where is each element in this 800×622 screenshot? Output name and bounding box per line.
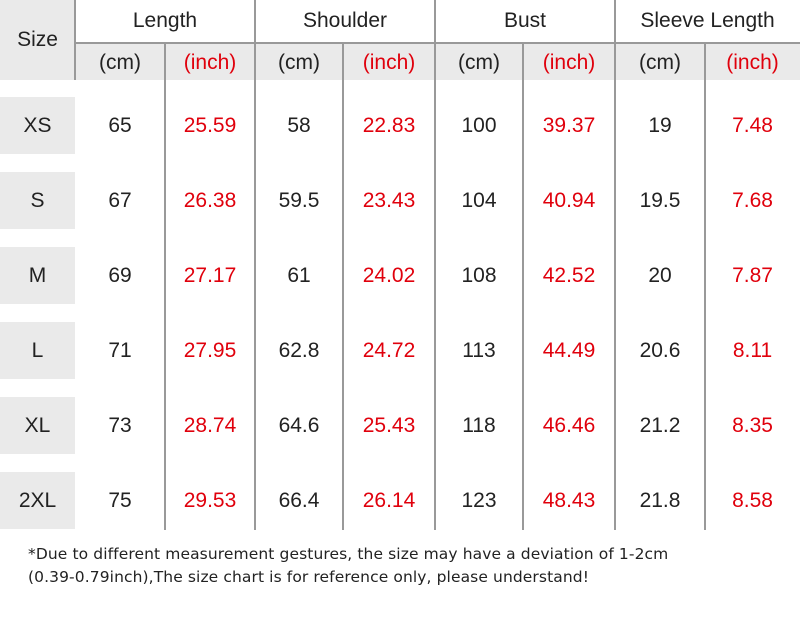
sleeve-cm-unit: (cm) xyxy=(639,51,681,74)
grid-line xyxy=(614,0,616,530)
cm-value: 118 xyxy=(462,413,496,437)
inch-value: 7.68 xyxy=(732,188,773,212)
inch-value: 48.43 xyxy=(542,488,596,512)
cm-value: 59.5 xyxy=(278,188,320,212)
disclaimer-note: *Due to different measurement gestures, … xyxy=(28,543,788,589)
inch-value: 29.53 xyxy=(183,488,237,512)
cm-value: 21.8 xyxy=(639,488,681,512)
cm-value: 113 xyxy=(462,338,496,362)
grid-line xyxy=(434,0,436,530)
inch-value: 24.02 xyxy=(362,263,416,287)
inch-value: 27.95 xyxy=(183,338,237,362)
size-label: 2XL xyxy=(18,488,57,512)
size-header: Size xyxy=(17,28,58,51)
bust-cm-unit: (cm) xyxy=(458,51,500,74)
row-value-area xyxy=(75,397,800,454)
cm-value: 108 xyxy=(461,263,497,287)
length-inch-unit: (inch) xyxy=(183,51,237,74)
inch-value: 27.17 xyxy=(183,263,237,287)
cm-value: 104 xyxy=(461,188,497,212)
cm-value: 123 xyxy=(461,488,497,512)
row-value-area xyxy=(75,247,800,304)
cm-value: 19.5 xyxy=(639,188,681,212)
cm-value: 20.6 xyxy=(639,338,681,362)
header-shoulder: Shoulder xyxy=(302,9,388,32)
size-label: XS xyxy=(23,113,52,137)
cm-value: 100 xyxy=(461,113,497,137)
inch-value: 8.35 xyxy=(732,413,773,437)
cm-value: 61 xyxy=(287,263,311,287)
grid-line xyxy=(74,0,76,80)
sleeve-inch-unit: (inch) xyxy=(726,51,779,74)
row-value-area xyxy=(75,97,800,154)
disclaimer-line-1: *Due to different measurement gestures, … xyxy=(28,545,669,563)
size-label: XL xyxy=(24,413,51,437)
grid-line xyxy=(342,44,344,530)
inch-value: 26.14 xyxy=(362,488,416,512)
cm-value: 21.2 xyxy=(639,413,681,437)
cm-value: 75 xyxy=(108,488,132,512)
cm-value: 67 xyxy=(108,188,132,212)
inch-value: 39.37 xyxy=(542,113,596,137)
cm-value: 58 xyxy=(287,113,311,137)
inch-value: 8.58 xyxy=(732,488,773,512)
header-size-background xyxy=(0,0,75,80)
inch-value: 23.43 xyxy=(362,188,416,212)
size-label: S xyxy=(30,188,45,212)
inch-value: 8.11 xyxy=(732,338,773,362)
row-value-area xyxy=(75,472,800,529)
shoulder-inch-unit: (inch) xyxy=(362,51,416,74)
cm-value: 20 xyxy=(648,263,672,287)
cm-value: 66.4 xyxy=(278,488,320,512)
header-sleeve-length: Sleeve Length xyxy=(640,9,775,32)
cm-value: 19 xyxy=(648,113,672,137)
bust-inch-unit: (inch) xyxy=(542,51,596,74)
cm-value: 65 xyxy=(108,113,132,137)
cm-value: 62.8 xyxy=(278,338,320,362)
inch-value: 46.46 xyxy=(542,413,596,437)
row-value-area xyxy=(75,172,800,229)
cm-value: 64.6 xyxy=(278,413,320,437)
size-label: L xyxy=(31,338,44,362)
cm-value: 71 xyxy=(108,338,132,362)
inch-value: 24.72 xyxy=(362,338,416,362)
inch-value: 25.59 xyxy=(183,113,237,137)
inch-value: 25.43 xyxy=(362,413,416,437)
header-length: Length xyxy=(132,9,198,32)
header-divider-line xyxy=(75,42,800,44)
header-bust: Bust xyxy=(503,9,547,32)
grid-line xyxy=(522,44,524,530)
inch-value: 26.38 xyxy=(183,188,237,212)
size-label: M xyxy=(28,263,47,287)
length-cm-unit: (cm) xyxy=(99,51,141,74)
header-units-background xyxy=(75,44,800,80)
row-value-area xyxy=(75,322,800,379)
inch-value: 44.49 xyxy=(542,338,596,362)
inch-value: 7.87 xyxy=(732,263,773,287)
cm-value: 73 xyxy=(108,413,132,437)
grid-line xyxy=(254,0,256,530)
size-chart-table: Size Length Shoulder Bust Sleeve Length … xyxy=(0,0,800,530)
inch-value: 28.74 xyxy=(183,413,237,437)
grid-line xyxy=(164,44,166,530)
inch-value: 7.48 xyxy=(732,113,773,137)
grid-line xyxy=(704,44,706,530)
inch-value: 22.83 xyxy=(362,113,416,137)
cm-value: 69 xyxy=(108,263,132,287)
disclaimer-line-2: (0.39-0.79inch),The size chart is for re… xyxy=(28,568,590,586)
shoulder-cm-unit: (cm) xyxy=(278,51,320,74)
inch-value: 42.52 xyxy=(542,263,596,287)
inch-value: 40.94 xyxy=(542,188,596,212)
